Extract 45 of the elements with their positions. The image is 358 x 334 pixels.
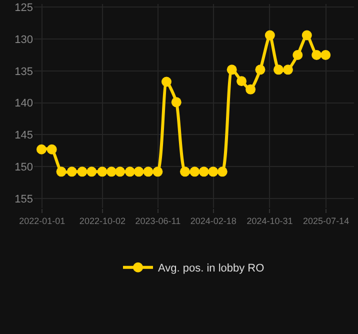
y-tick-label: 130 [14, 34, 33, 46]
point [161, 76, 172, 87]
point [226, 64, 237, 75]
point [66, 166, 77, 177]
point [320, 50, 331, 60]
x-tick-label: 2024-02-18 [190, 216, 236, 226]
point [255, 64, 266, 75]
point [77, 166, 88, 177]
point [312, 50, 322, 60]
x-tick-label: 2025-07-14 [303, 216, 350, 226]
point [264, 30, 275, 40]
point [171, 97, 182, 108]
y-tick-label: 125 [14, 2, 33, 14]
point [143, 166, 154, 177]
point [190, 166, 200, 177]
point [217, 166, 228, 177]
y-tick-label: 135 [14, 66, 33, 78]
point [152, 166, 163, 177]
point [236, 76, 247, 86]
legend-label: Avg. pos. in lobby RO [158, 262, 265, 275]
point [115, 166, 126, 177]
x-tick-label: 2022-10-02 [79, 216, 126, 226]
y-tick-label: 150 [14, 161, 33, 174]
point [302, 30, 312, 40]
x-tick-label: 2024-10-31 [246, 216, 293, 226]
point [282, 64, 293, 75]
point [36, 144, 46, 154]
point [198, 166, 209, 177]
point [246, 84, 256, 94]
point [292, 50, 303, 60]
point [124, 166, 135, 177]
y-tick-label: 140 [14, 98, 33, 110]
x-tick-label: 2023-06-11 [135, 216, 181, 226]
y-tick-label: 155 [14, 193, 33, 206]
point [180, 166, 190, 177]
point [134, 166, 144, 177]
x-tick-label: 2022-01-01 [19, 216, 66, 226]
point [46, 144, 57, 154]
point [274, 64, 284, 75]
point [208, 166, 218, 177]
point [97, 166, 108, 177]
point [86, 166, 97, 177]
y-tick-label: 145 [14, 130, 33, 142]
point [56, 166, 66, 177]
point [106, 166, 116, 177]
